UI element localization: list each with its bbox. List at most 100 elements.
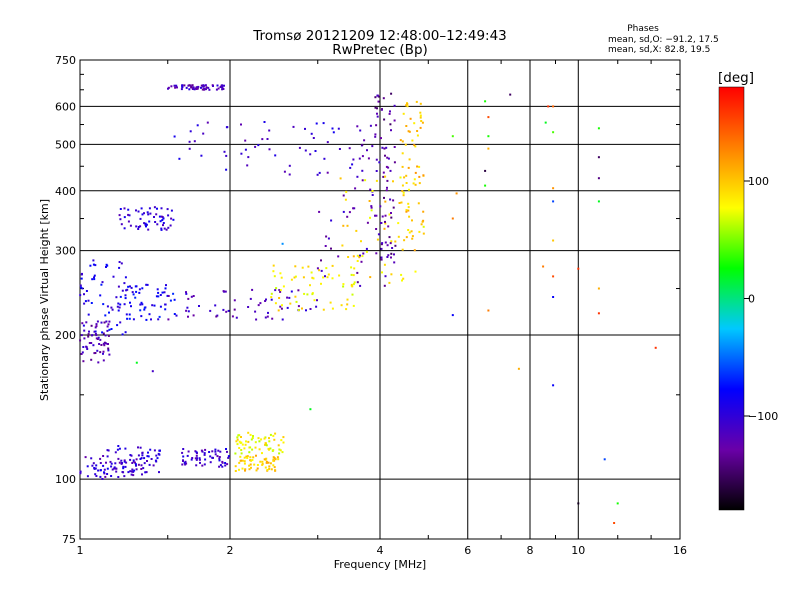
echo-point bbox=[250, 438, 253, 441]
echo-point bbox=[99, 457, 102, 460]
echo-point bbox=[114, 451, 117, 454]
echo-point bbox=[121, 462, 123, 464]
echo-point bbox=[280, 276, 283, 279]
echo-point bbox=[597, 156, 600, 159]
echo-point bbox=[264, 300, 267, 302]
echo-point bbox=[135, 209, 137, 212]
echo-point bbox=[99, 351, 102, 354]
echo-point bbox=[137, 463, 140, 466]
echo-point bbox=[359, 129, 362, 132]
echo-point bbox=[401, 279, 403, 282]
echo-point bbox=[82, 346, 85, 348]
echo-point bbox=[143, 212, 145, 215]
echo-point bbox=[380, 258, 383, 261]
echo-point bbox=[312, 277, 315, 280]
colorbar-tick-label: 0 bbox=[748, 293, 755, 306]
echo-point bbox=[326, 171, 329, 174]
echo-point bbox=[238, 447, 241, 449]
echo-point bbox=[241, 443, 244, 446]
echo-point bbox=[349, 166, 352, 169]
echo-point bbox=[96, 338, 99, 340]
echo-point bbox=[323, 157, 326, 160]
echo-point bbox=[93, 276, 95, 279]
echo-point bbox=[375, 124, 378, 127]
echo-point bbox=[271, 317, 274, 320]
echo-point bbox=[225, 154, 228, 157]
echo-point bbox=[106, 325, 109, 328]
echo-point bbox=[188, 140, 191, 143]
echo-point bbox=[108, 311, 110, 314]
echo-point bbox=[340, 304, 343, 307]
echo-point bbox=[225, 448, 227, 450]
echo-point bbox=[244, 139, 247, 142]
echo-point bbox=[399, 139, 402, 142]
echo-point bbox=[124, 294, 127, 297]
echo-point bbox=[278, 452, 281, 455]
echo-point bbox=[418, 182, 421, 185]
echo-point bbox=[316, 173, 319, 176]
echo-point bbox=[218, 456, 221, 458]
echo-point bbox=[124, 331, 127, 334]
echo-point bbox=[227, 456, 230, 459]
echo-point bbox=[137, 228, 140, 230]
echo-point bbox=[278, 297, 281, 299]
echo-point bbox=[94, 473, 97, 476]
echo-point bbox=[174, 86, 177, 89]
echo-point bbox=[87, 299, 90, 302]
echo-point bbox=[386, 179, 389, 182]
echo-point bbox=[380, 247, 383, 250]
echo-point bbox=[160, 227, 163, 230]
echo-point bbox=[214, 448, 217, 451]
echo-point bbox=[154, 459, 157, 462]
y-tick-label: 600 bbox=[55, 100, 76, 113]
echo-point bbox=[377, 233, 380, 236]
echo-point bbox=[249, 456, 252, 459]
echo-point bbox=[201, 88, 204, 91]
echo-point bbox=[226, 126, 229, 129]
echo-point bbox=[254, 441, 257, 444]
echo-point bbox=[222, 88, 225, 90]
echo-point bbox=[132, 470, 135, 473]
echo-point bbox=[123, 475, 126, 478]
echo-point bbox=[272, 264, 275, 267]
echo-point bbox=[92, 263, 95, 266]
echo-point bbox=[188, 88, 191, 91]
echo-point bbox=[318, 171, 321, 174]
echo-point bbox=[121, 333, 124, 336]
echo-point bbox=[156, 223, 159, 226]
echo-point bbox=[83, 329, 86, 332]
echo-point bbox=[106, 305, 109, 308]
echo-point bbox=[129, 458, 132, 461]
echo-point bbox=[275, 287, 278, 290]
echo-point bbox=[129, 224, 132, 227]
echo-point bbox=[105, 263, 108, 266]
echo-point bbox=[270, 468, 273, 471]
echo-point bbox=[355, 229, 358, 232]
echo-point bbox=[402, 112, 405, 115]
echo-point bbox=[405, 182, 408, 184]
echo-point bbox=[344, 198, 347, 201]
echo-point bbox=[124, 297, 127, 300]
echo-point bbox=[268, 440, 271, 443]
echo-point bbox=[390, 129, 392, 132]
echo-point bbox=[110, 306, 113, 309]
echo-point bbox=[117, 476, 120, 478]
echo-point bbox=[352, 207, 355, 210]
echo-point bbox=[370, 206, 373, 209]
echo-point bbox=[243, 456, 246, 459]
echo-point bbox=[194, 457, 197, 460]
echo-point bbox=[99, 469, 102, 472]
echo-point bbox=[161, 219, 164, 222]
echo-point bbox=[114, 462, 117, 465]
echo-point bbox=[221, 465, 224, 468]
echo-point bbox=[102, 332, 105, 335]
echo-point bbox=[116, 324, 119, 327]
echo-point bbox=[79, 472, 82, 475]
echo-point bbox=[342, 224, 345, 227]
echo-point bbox=[301, 266, 304, 269]
echo-point bbox=[406, 103, 409, 105]
echo-point bbox=[204, 448, 207, 451]
echo-point bbox=[93, 467, 96, 469]
echo-point bbox=[421, 121, 424, 124]
